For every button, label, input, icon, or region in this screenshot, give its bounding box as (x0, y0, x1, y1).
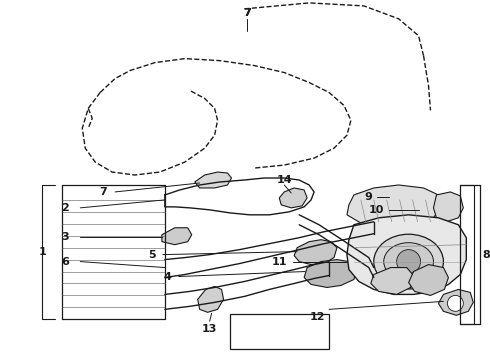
Text: 12: 12 (309, 312, 325, 322)
Polygon shape (434, 192, 464, 222)
Polygon shape (162, 228, 192, 245)
Polygon shape (347, 185, 441, 228)
Polygon shape (409, 265, 448, 296)
Circle shape (397, 249, 420, 274)
Ellipse shape (384, 243, 434, 280)
Text: 9: 9 (365, 192, 373, 202)
Text: 2: 2 (61, 203, 69, 213)
Text: 13: 13 (202, 324, 217, 334)
Text: 14: 14 (276, 175, 292, 185)
Polygon shape (347, 215, 466, 294)
Text: 10: 10 (369, 205, 385, 215)
Circle shape (447, 296, 464, 311)
Polygon shape (439, 289, 473, 315)
Polygon shape (294, 240, 337, 265)
Polygon shape (195, 172, 231, 188)
Text: 7: 7 (244, 8, 251, 18)
Ellipse shape (374, 234, 443, 289)
Text: 7: 7 (244, 8, 251, 18)
Text: 3: 3 (62, 232, 69, 242)
Polygon shape (279, 188, 307, 208)
Polygon shape (304, 260, 357, 287)
Polygon shape (371, 267, 414, 294)
Text: 7: 7 (99, 187, 107, 197)
Text: 5: 5 (148, 249, 156, 260)
Polygon shape (197, 287, 223, 312)
Text: 1: 1 (39, 247, 47, 257)
Text: 11: 11 (271, 257, 287, 267)
Text: 8: 8 (482, 249, 490, 260)
Polygon shape (229, 314, 329, 349)
Text: 6: 6 (61, 257, 69, 267)
Text: 4: 4 (164, 271, 172, 282)
